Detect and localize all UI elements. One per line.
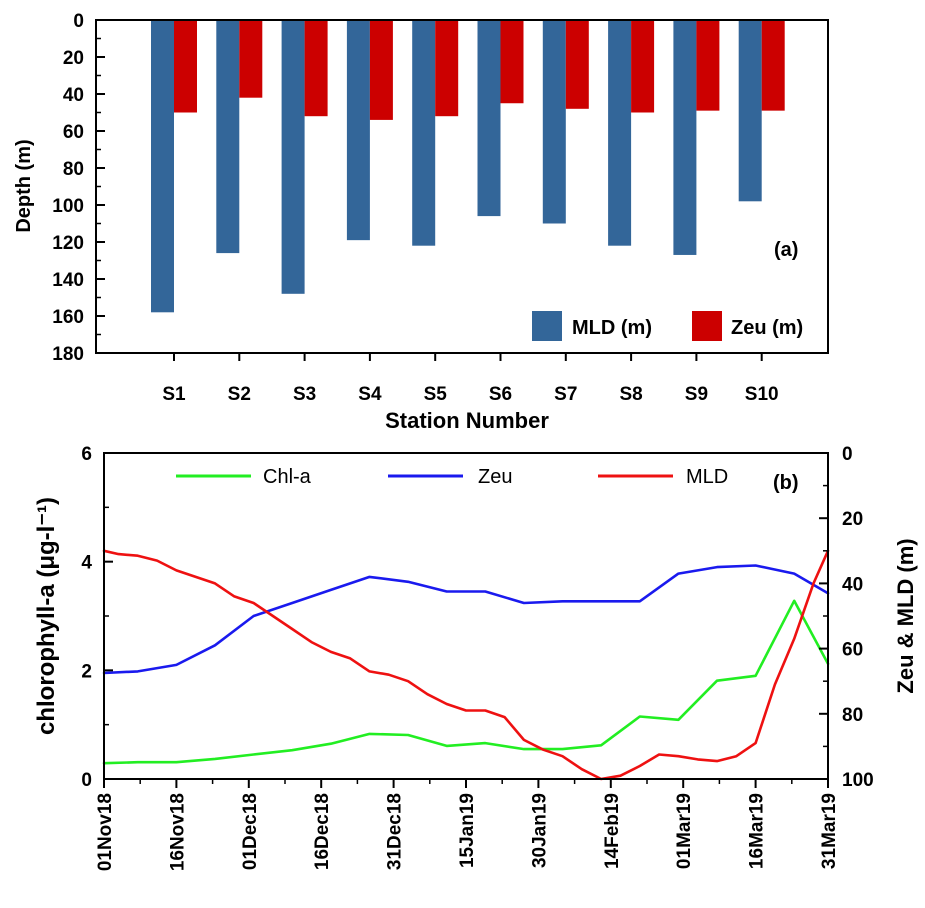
x-tick-label: 14Feb19	[602, 793, 623, 869]
bar-mld-s6	[477, 20, 501, 217]
bar-mld-s8	[608, 20, 632, 246]
line-series-chl-a	[102, 599, 830, 765]
bar-mld-s10	[738, 20, 762, 202]
bar-zeu-s7	[565, 20, 589, 109]
legend-label-zeu-line: Zeu	[478, 466, 512, 488]
bar-zeu-s4	[369, 20, 393, 120]
bar-zeu-s9	[696, 20, 720, 111]
bar-zeu-s8	[631, 20, 655, 113]
y-tick-label: 160	[52, 307, 84, 328]
panel-a-y-axis-title: Depth (m)	[13, 139, 35, 232]
legend-label-zeu: Zeu (m)	[731, 317, 803, 339]
x-tick-label: 16Mar19	[747, 793, 768, 869]
x-tick-label: S6	[489, 384, 512, 405]
panel-a-x-axis-title: Station Number	[385, 408, 549, 433]
bar-zeu-s5	[435, 20, 459, 117]
x-tick-label: S4	[358, 384, 382, 405]
left-y-tick-label: 0	[81, 770, 92, 791]
bar-mld-s2	[216, 20, 240, 254]
legend-swatch-mld	[532, 311, 562, 341]
bar-series-group	[151, 20, 785, 313]
x-tick-label: S5	[424, 384, 448, 405]
y-tick-label: 0	[73, 11, 84, 32]
y-tick-label: 180	[52, 344, 84, 365]
y-tick-label: 100	[52, 196, 84, 217]
x-tick-label: S7	[554, 384, 577, 405]
panel-b-label: (b)	[773, 472, 799, 494]
x-tick-label: 01Dec18	[240, 793, 261, 870]
bar-mld-s7	[542, 20, 566, 224]
line-series-zeu	[102, 564, 830, 675]
right-y-tick-label: 0	[842, 444, 853, 465]
y-tick-label: 120	[52, 233, 84, 254]
panel-b-left-y-axis: 0 2 4 6	[81, 444, 113, 791]
x-tick-label: 31Dec18	[385, 793, 406, 870]
bar-zeu-s6	[500, 20, 524, 104]
right-y-tick-label: 20	[842, 509, 863, 530]
legend-swatch-zeu	[692, 311, 722, 341]
x-tick-label: 01Mar19	[674, 793, 695, 869]
x-tick-label: S1	[162, 384, 186, 405]
y-tick-label: 80	[63, 159, 84, 180]
legend-label-chl-a: Chl-a	[263, 466, 312, 488]
x-tick-label: 30Jan19	[529, 793, 550, 868]
panel-b-right-y-axis: 0 20 40 60 80 100	[819, 444, 874, 791]
bar-zeu-s1	[174, 20, 197, 113]
x-tick-label: S2	[228, 384, 251, 405]
y-tick-label: 60	[63, 122, 84, 143]
panel-b-right-y-axis-title: Zeu & MLD (m)	[893, 538, 918, 693]
legend-label-mld-line: MLD	[686, 466, 728, 488]
panel-b-left-y-axis-title: chlorophyll-a (μg-l⁻¹)	[33, 497, 60, 735]
right-y-tick-label: 40	[842, 574, 863, 595]
right-y-tick-label: 80	[842, 705, 863, 726]
panel-a-legend: MLD (m) Zeu (m)	[532, 311, 803, 341]
bar-zeu-s2	[239, 20, 263, 98]
panel-b-line-chart: 0 2 4 6 0 20 40 60 80 100 01Nov18 16Nov18 01Dec18 1…	[33, 444, 918, 871]
panel-b-x-axis: 01Nov18 16Nov18 01Dec18 16Dec18 31Dec18 15Jan…	[95, 779, 840, 871]
y-tick-label: 20	[63, 48, 84, 69]
line-series-group	[102, 549, 830, 781]
x-tick-label: 31Mar19	[819, 793, 840, 869]
panel-b-plot-frame	[103, 452, 829, 780]
line-series-mld	[102, 549, 830, 781]
right-y-tick-label: 60	[842, 640, 863, 661]
bar-mld-s4	[346, 20, 370, 241]
left-y-tick-label: 2	[81, 661, 92, 682]
legend-label-mld: MLD (m)	[572, 317, 652, 339]
right-y-tick-label: 100	[842, 770, 874, 791]
bar-mld-s9	[673, 20, 697, 255]
x-tick-label: S8	[619, 384, 642, 405]
bar-mld-s1	[151, 20, 174, 313]
bar-mld-s5	[412, 20, 436, 246]
x-tick-label: 16Nov18	[167, 793, 188, 871]
bar-zeu-s10	[761, 20, 785, 111]
y-tick-label: 40	[63, 85, 84, 106]
y-tick-label: 140	[52, 270, 84, 291]
x-tick-label: S10	[745, 384, 779, 405]
x-tick-label: 15Jan19	[457, 793, 478, 868]
panel-a-label: (a)	[774, 239, 798, 261]
left-y-tick-label: 4	[81, 553, 92, 574]
bar-mld-s3	[281, 20, 305, 294]
x-tick-label: S3	[293, 384, 316, 405]
bar-zeu-s3	[304, 20, 328, 117]
left-y-tick-label: 6	[81, 444, 92, 465]
x-tick-label: 01Nov18	[95, 793, 116, 871]
x-tick-label: 16Dec18	[312, 793, 333, 870]
panel-a-x-axis: S1 S2 S3 S4 S5 S6 S7 S8 S9 S10	[162, 353, 779, 405]
panel-b-legend: Chl-a Zeu MLD	[176, 466, 728, 488]
x-tick-label: S9	[685, 384, 708, 405]
panel-a-y-axis: 0 20 40 60 80 100 120 140 160 180	[52, 11, 105, 365]
